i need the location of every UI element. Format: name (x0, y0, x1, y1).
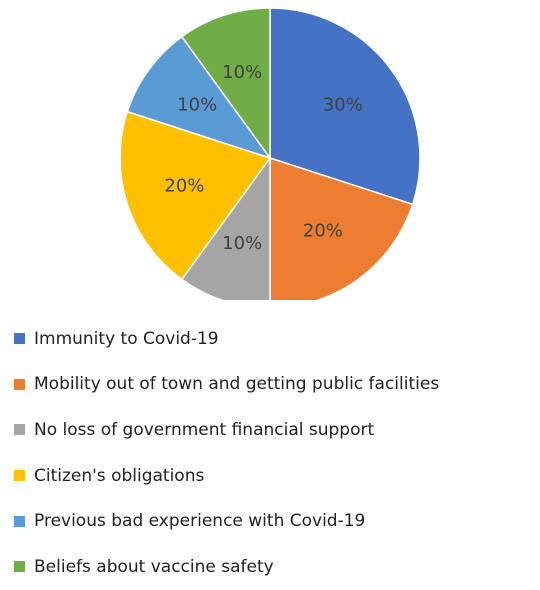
legend-item: No loss of government financial support (14, 407, 534, 453)
pie-chart: 30%20%10%20%10%10% (119, 7, 421, 300)
legend-swatch (14, 561, 25, 573)
slice-data-label: 10% (222, 233, 262, 254)
legend-label: Citizen's obligations (34, 465, 205, 486)
legend-swatch (14, 470, 25, 482)
chart-legend: Immunity to Covid-19 Mobility out of town… (14, 316, 534, 590)
slice-data-label: 10% (222, 62, 262, 83)
slice-data-label: 30% (323, 95, 363, 116)
slice-data-label: 20% (164, 175, 204, 196)
pie-slice (180, 7, 271, 161)
legend-label: Previous bad experience with Covid-19 (34, 511, 366, 532)
legend-swatch (14, 515, 25, 527)
slice-data-label: 20% (303, 220, 343, 241)
legend-label: Mobility out of town and getting public … (34, 374, 440, 395)
legend-swatch (14, 378, 25, 390)
pie-slice (126, 35, 272, 160)
legend-label: No loss of government financial support (34, 419, 375, 440)
slice-data-label: 10% (177, 95, 217, 116)
legend-label: Beliefs about vaccine safety (34, 556, 274, 577)
pie-slice (119, 110, 272, 281)
legend-label: Immunity to Covid-19 (34, 328, 219, 349)
legend-swatch (14, 333, 25, 345)
legend-item: Immunity to Covid-19 (14, 316, 534, 362)
legend-item: Previous bad experience with Covid-19 (14, 498, 534, 544)
legend-item: Citizen's obligations (14, 453, 534, 499)
pie-slice (269, 7, 421, 206)
pie-slice (269, 156, 414, 300)
legend-item: Mobility out of town and getting public … (14, 362, 534, 408)
legend-swatch (14, 424, 25, 436)
pie-slice (180, 155, 271, 300)
legend-item: Beliefs about vaccine safety (14, 544, 534, 590)
